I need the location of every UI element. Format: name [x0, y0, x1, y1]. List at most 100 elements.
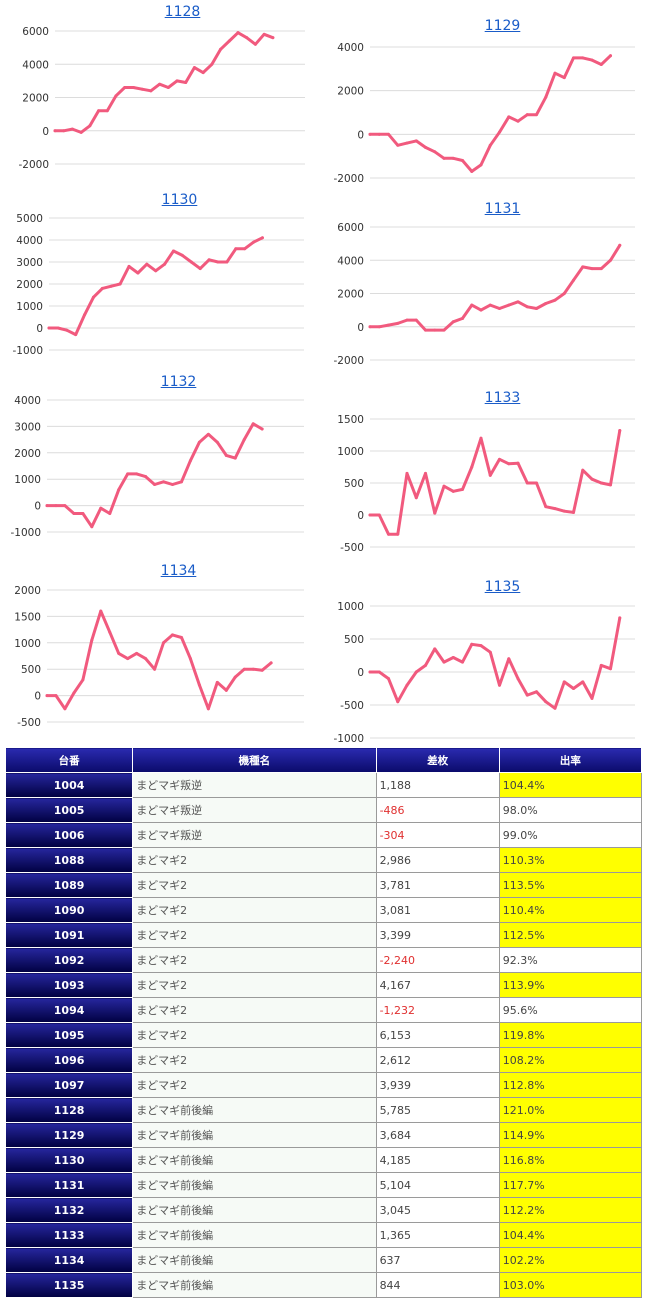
data-point: [207, 258, 211, 262]
data-point: [433, 150, 437, 154]
machine-no-cell: 1128: [4, 1097, 134, 1123]
data-point: [498, 130, 501, 134]
rate-cell: 114.9%: [498, 1122, 643, 1148]
y-tick-label: 2000: [16, 279, 43, 291]
data-point: [535, 481, 538, 485]
table-row: 1097 まどマギ2 3,939 112.8%: [4, 1072, 643, 1098]
data-point: [179, 636, 183, 640]
data-point: [424, 145, 427, 149]
data-point: [171, 633, 174, 637]
data-point: [253, 42, 257, 46]
rate-cell: 102.2%: [498, 1247, 643, 1273]
y-tick-label: 4000: [14, 395, 41, 407]
machine-no-cell: 1005: [4, 797, 134, 823]
model-name-cell: まどマギ2: [132, 972, 377, 998]
data-point: [470, 465, 474, 469]
data-point: [581, 468, 585, 472]
data-point: [590, 477, 594, 481]
series-line: [53, 31, 275, 134]
machine-no-cell: 1094: [4, 997, 134, 1023]
chart-title-link[interactable]: 1132: [160, 374, 197, 390]
y-tick-label: 1500: [337, 414, 364, 426]
y-tick-label: 0: [357, 510, 364, 522]
data-point: [175, 79, 179, 83]
chart-plot: -2000 0 2000 4000 6000: [18, 26, 305, 171]
data-point: [516, 300, 520, 304]
model-name-cell: まどマギ2: [132, 872, 377, 898]
series-line: [47, 236, 264, 337]
data-point: [609, 667, 612, 671]
y-tick-label: 4000: [337, 42, 364, 54]
results-table: 台番 機種名 差枚 出率 1004 まどマギ叛逆 1,188 104.4% 1005 まど…: [4, 747, 643, 1298]
chart-1130: 1130 -1000 0 1000 2000 3000 4000 5000: [5, 192, 310, 357]
data-point: [63, 504, 67, 508]
machine-no-cell: 1088: [4, 847, 134, 873]
diff-cell: 6,153: [375, 1022, 500, 1048]
chart-title-link[interactable]: 1135: [484, 579, 521, 595]
data-point: [144, 475, 148, 479]
model-name-cell: まどマギ前後編: [132, 1222, 377, 1248]
table-row: 1133 まどマギ前後編 1,365 104.4%: [4, 1222, 643, 1248]
y-tick-label: 1000: [14, 638, 41, 650]
chart-title-link[interactable]: 1133: [484, 390, 521, 406]
y-tick-label: 3000: [14, 421, 41, 433]
model-name-cell: まどマギ叛逆: [132, 797, 377, 823]
table-row: 1132 まどマギ前後編 3,045 112.2%: [4, 1197, 643, 1223]
y-tick-label: 1000: [337, 446, 364, 458]
data-point: [414, 496, 418, 500]
y-tick-label: 1500: [14, 611, 41, 623]
table-row: 1128 まどマギ前後編 5,785 121.0%: [4, 1097, 643, 1123]
y-tick-label: -2000: [333, 355, 364, 367]
data-point: [197, 440, 201, 444]
data-point: [236, 31, 240, 35]
data-point: [135, 472, 139, 476]
data-point: [572, 687, 575, 690]
data-point: [262, 32, 266, 36]
diff-cell: 3,399: [375, 922, 500, 948]
y-tick-label: 2000: [14, 585, 41, 597]
data-point: [180, 253, 184, 257]
data-point: [488, 143, 492, 147]
data-point: [154, 269, 158, 273]
data-point: [81, 678, 85, 682]
table-row: 1006 まどマギ叛逆 -304 99.0%: [4, 822, 643, 848]
model-name-cell: まどマギ2: [132, 1047, 377, 1073]
data-point: [590, 267, 594, 271]
chart-title-link[interactable]: 1131: [484, 201, 521, 217]
data-point: [117, 488, 121, 492]
y-tick-label: 1000: [337, 601, 364, 613]
data-point: [260, 236, 264, 240]
data-point: [72, 691, 76, 695]
rate-cell: 112.2%: [498, 1197, 643, 1223]
diff-cell: 3,939: [375, 1072, 500, 1098]
chart-title-link[interactable]: 1130: [161, 192, 198, 208]
data-point: [97, 109, 101, 113]
diff-cell: -486: [375, 797, 500, 823]
chart-plot: -1000 0 1000 2000 3000 4000: [10, 395, 304, 539]
model-name-cell: まどマギ前後編: [132, 1122, 377, 1148]
data-point: [198, 267, 202, 271]
data-point: [62, 129, 66, 133]
data-point: [470, 169, 474, 173]
series-line: [368, 54, 612, 173]
data-point: [553, 298, 557, 302]
chart-1129: 1129 -2000 0 2000 4000: [325, 18, 635, 185]
data-point: [599, 267, 603, 271]
rate-cell: 104.4%: [498, 1222, 643, 1248]
data-point: [65, 328, 69, 332]
table-row: 1130 まどマギ前後編 4,185 116.8%: [4, 1147, 643, 1173]
chart-1135: 1135 -1000 -500 0 500 1000: [325, 579, 635, 745]
chart-title-link[interactable]: 1134: [160, 563, 197, 579]
y-tick-label: -2000: [18, 159, 49, 171]
diff-cell: 4,185: [375, 1147, 500, 1173]
chart-title-link[interactable]: 1128: [164, 4, 201, 20]
chart-title-link[interactable]: 1129: [484, 18, 521, 34]
data-point: [90, 638, 94, 642]
data-point: [498, 306, 501, 310]
data-point: [470, 303, 474, 307]
data-point: [544, 95, 548, 99]
data-point: [544, 700, 548, 704]
rate-cell: 121.0%: [498, 1097, 643, 1123]
data-point: [225, 260, 229, 264]
y-tick-label: -500: [340, 542, 364, 554]
